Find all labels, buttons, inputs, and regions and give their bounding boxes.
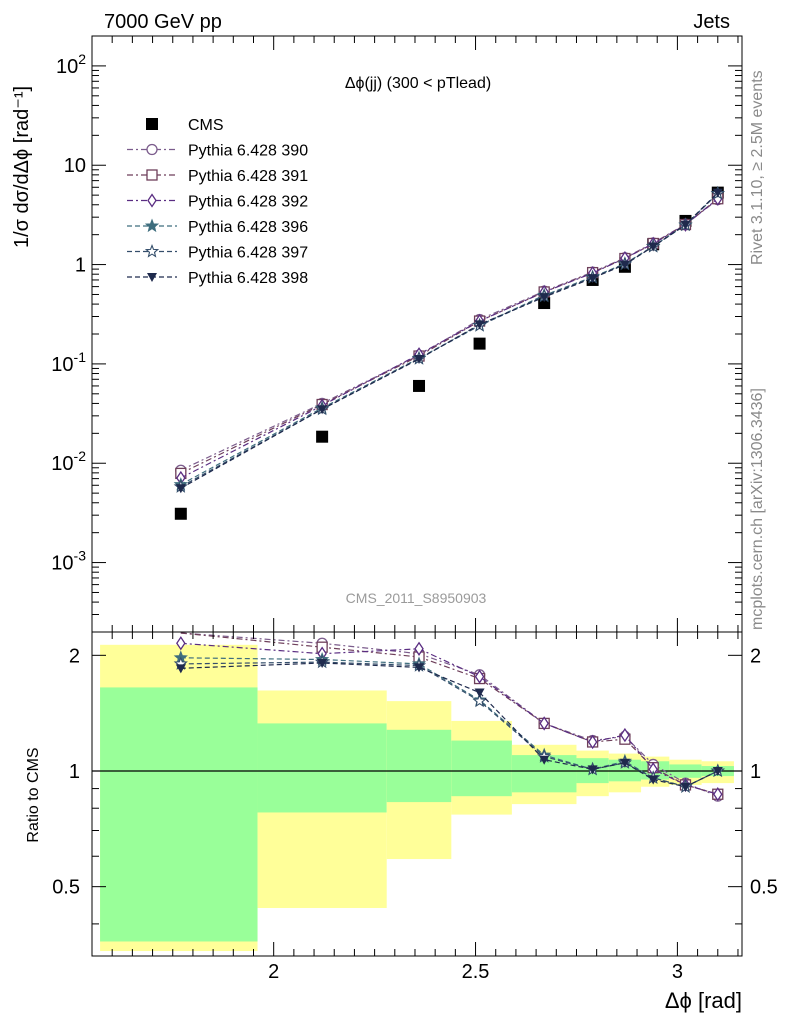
data-point [474, 320, 485, 330]
ratio-point [648, 775, 659, 785]
y-tick-label: 10 [64, 155, 86, 177]
legend-entry: CMS [188, 117, 224, 134]
ratio-point [474, 669, 485, 684]
legend-entry: Pythia 6.428 397 [188, 245, 308, 262]
legend-marker [144, 218, 160, 233]
data-point [175, 484, 186, 494]
x-tick-label: 2 [268, 961, 279, 983]
data-point [712, 188, 723, 198]
main-plot-panel: 10-3 10-2 10-1 1 10 102 Δϕ(jj) (300 < pTlead)… [51, 35, 743, 633]
y-tick-label: 10-1 [51, 349, 86, 376]
data-point [174, 507, 187, 520]
y-tick-label: 10-3 [51, 548, 86, 575]
legend-marker [146, 169, 158, 181]
ratio-plot-panel: 0.5 0.5 1 1 2 2 2 2.5 3 Ratio to CMS Δϕ [rad] [25, 631, 778, 1013]
data-point [414, 355, 425, 365]
ratio-y-tick-label: 0.5 [52, 877, 80, 899]
ratio-plot-frame [91, 631, 743, 957]
jets-label: Jets [693, 11, 730, 33]
legend: CMS Pythia 6.428 390 Pythia 6.428 391 Pythi… [127, 117, 308, 287]
y-tick-label-exponent: -1 [74, 349, 87, 365]
data-point [587, 274, 598, 284]
series-line [180, 192, 719, 486]
legend-marker [146, 143, 158, 156]
ratio-series-line [180, 642, 718, 795]
ratio-y-tick-label: 1 [69, 761, 80, 783]
collision-label: 7000 GeV pp [104, 11, 222, 33]
source-label: mcplots.cern.ch [arXiv:1306.3436] [749, 388, 766, 630]
y-tick-label-exponent: 2 [78, 51, 86, 67]
ratio-y-label: Ratio to CMS [25, 747, 42, 842]
ratio-series-line [180, 657, 719, 788]
rivet-events-label: Rivet 3.1.10, ≥ 2.5M events [749, 70, 766, 265]
data-point [539, 293, 550, 303]
legend-marker [144, 243, 160, 258]
ratio-y-tick-label-right: 1 [750, 761, 761, 783]
uncertainty-band-inner [386, 729, 452, 803]
ratio-y-tick-label-right: 2 [750, 645, 761, 667]
series-line [180, 199, 719, 471]
main-y-axis-label: 1/σ dσ/dΔϕ [rad⁻¹] [11, 86, 33, 248]
legend-entry: Pythia 6.428 398 [188, 270, 308, 287]
data-point [473, 337, 486, 350]
ratio-point [712, 766, 723, 776]
legend-entry: Pythia 6.428 391 [188, 168, 308, 185]
uncertainty-band-inner [100, 687, 258, 942]
ratio-point [414, 663, 425, 673]
ratio-point [472, 693, 487, 708]
x-tick-label: 3 [672, 961, 683, 983]
series-line [180, 198, 719, 479]
uncertainty-band-inner [451, 740, 512, 797]
ratio-point [712, 787, 723, 802]
y-tick-label: 1 [75, 255, 86, 277]
ratio-point [414, 641, 424, 656]
data-point [316, 430, 329, 443]
x-tick-label: 2.5 [462, 961, 490, 983]
plot-title: Δϕ(jj) (300 < pTlead) [345, 75, 491, 92]
ratio-series-line [180, 661, 719, 788]
legend-marker [147, 193, 157, 208]
data-point [648, 242, 659, 252]
ratio-y-tick-label: 2 [69, 645, 80, 667]
y-label-text: 1/σ dσ/dΔϕ [rad⁻¹] [11, 86, 33, 248]
ratio-point [474, 688, 485, 698]
ratio-y-tick-label-right: 0.5 [750, 877, 778, 899]
ratio-point [587, 765, 598, 775]
legend-entry: Pythia 6.428 396 [188, 219, 308, 236]
data-point [680, 220, 691, 230]
ratio-point [680, 782, 691, 792]
x-axis-label: Δϕ [rad] [665, 988, 742, 1013]
ratio-point [587, 734, 598, 750]
data-point [413, 379, 426, 392]
data-point [619, 260, 630, 270]
ratio-point [176, 636, 186, 651]
ratio-series-line [180, 662, 719, 788]
data-point [317, 405, 328, 415]
y-tick-label: 10-2 [51, 448, 86, 475]
ratio-point [539, 716, 549, 731]
series-line [180, 192, 719, 488]
y-tick-label-exponent: -2 [74, 448, 87, 464]
analysis-watermark: CMS_2011_S8950903 [346, 590, 487, 606]
ratio-point [175, 664, 186, 674]
uncertainty-band-inner [257, 723, 387, 813]
ratio-point [317, 659, 328, 669]
y-tick-label-exponent: -3 [74, 548, 87, 564]
legend-marker [146, 118, 158, 130]
legend-entry: Pythia 6.428 392 [188, 194, 308, 211]
ratio-point [619, 758, 630, 768]
legend-entry: Pythia 6.428 390 [188, 143, 308, 160]
legend-marker [147, 273, 157, 282]
ratio-point [539, 755, 550, 765]
series-line [180, 192, 719, 489]
ratio-series-line [180, 632, 719, 797]
ratio-point [620, 727, 630, 743]
y-tick-label: 102 [56, 51, 86, 78]
